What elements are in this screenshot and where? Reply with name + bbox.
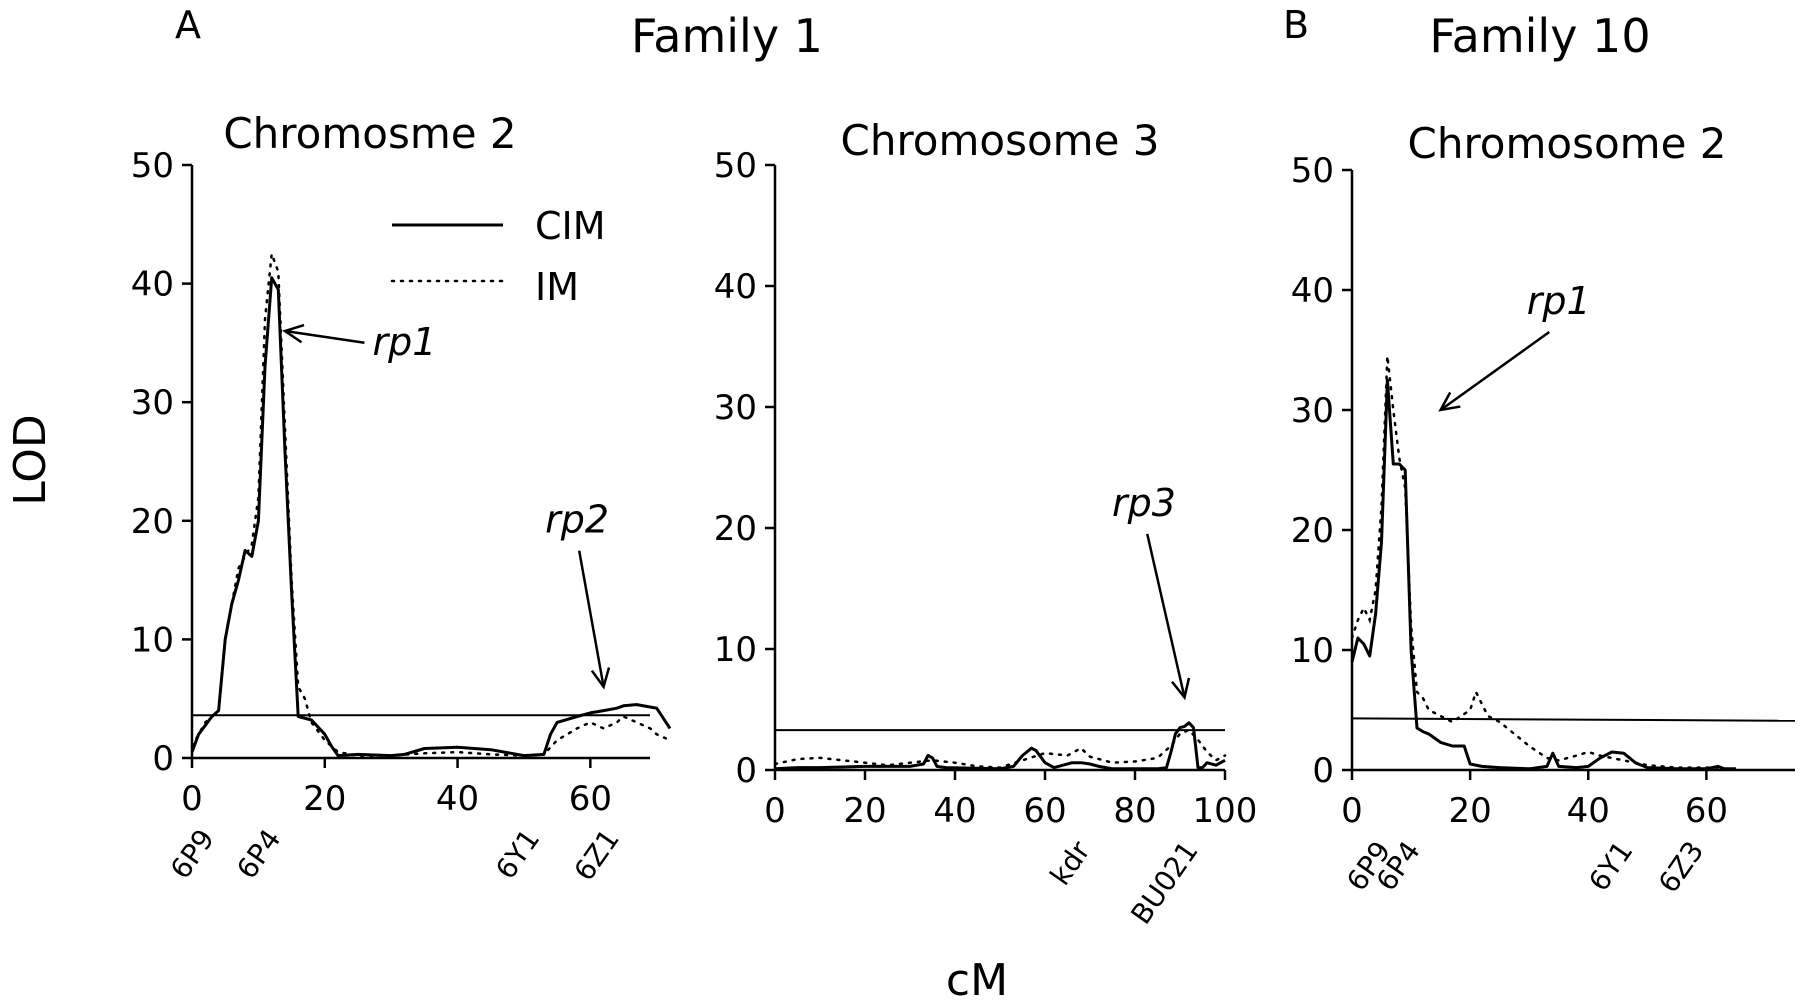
marker-label: 6Z3 bbox=[1652, 835, 1710, 899]
x-tick-label: 40 bbox=[1567, 791, 1610, 831]
cim-series-line bbox=[774, 721, 1226, 771]
x-tick-label: 20 bbox=[843, 791, 886, 831]
annotation-arrow-head bbox=[1171, 677, 1191, 701]
marker-label: kdr bbox=[1044, 835, 1097, 892]
x-tick-label: 100 bbox=[1193, 791, 1258, 831]
y-tick-label: 40 bbox=[714, 267, 757, 307]
panel-title: Chromosome 3 bbox=[841, 116, 1160, 165]
y-tick-label: 10 bbox=[131, 620, 174, 660]
annotation-arrow-head bbox=[282, 323, 305, 344]
y-tick-label: 0 bbox=[152, 739, 174, 779]
x-tick-label: 0 bbox=[1341, 791, 1363, 831]
lod-threshold-line bbox=[1351, 717, 1796, 722]
y-tick-label: 40 bbox=[131, 265, 174, 305]
panel-a-letter: A bbox=[175, 3, 201, 47]
x-tick-label: 40 bbox=[436, 779, 479, 819]
y-tick-label: 20 bbox=[131, 502, 174, 542]
annotation-arrow bbox=[1146, 533, 1186, 698]
y-tick-label: 0 bbox=[735, 751, 757, 791]
qtl-annotation-label: rp3 bbox=[1112, 481, 1176, 525]
y-tick-label: 0 bbox=[1312, 751, 1334, 791]
im-series-line bbox=[1350, 355, 1720, 769]
y-tick-label: 40 bbox=[1291, 271, 1334, 311]
y-tick-label: 10 bbox=[714, 630, 757, 670]
marker-label: 6P9 bbox=[164, 823, 221, 885]
annotation-arrow bbox=[1439, 330, 1551, 412]
chart-panel-family1-chr3: Chromosome 3 0 10 20 30 40 50 0 20 40 60 80 100 kdr BU… bbox=[714, 116, 1258, 930]
y-tick-label: 20 bbox=[714, 509, 757, 549]
im-series-line bbox=[190, 253, 672, 757]
x-tick-label: 0 bbox=[764, 791, 786, 831]
y-tick-label: 50 bbox=[131, 146, 174, 186]
x-tick-label: 60 bbox=[569, 779, 612, 819]
y-tick-label: 10 bbox=[1291, 631, 1334, 671]
x-tick-label: 60 bbox=[1685, 791, 1728, 831]
y-tick-label: 30 bbox=[1291, 391, 1334, 431]
x-tick-label: 0 bbox=[181, 779, 203, 819]
qtl-annotation-label: rp1 bbox=[372, 320, 436, 364]
marker-label: 6Y1 bbox=[1582, 835, 1639, 897]
marker-label: 6Z1 bbox=[568, 823, 626, 887]
annotation-arrow-head bbox=[590, 667, 611, 690]
x-tick-label: 40 bbox=[933, 791, 976, 831]
panel-b-letter: B bbox=[1283, 3, 1309, 47]
marker-label: 6Y1 bbox=[489, 823, 546, 885]
qtl-annotation-label: rp2 bbox=[545, 498, 609, 542]
im-series-line bbox=[773, 728, 1227, 769]
y-tick-label: 30 bbox=[131, 383, 174, 423]
y-tick-label: 50 bbox=[1291, 151, 1334, 191]
family-10-title: Family 10 bbox=[1429, 9, 1650, 63]
x-tick-label: 20 bbox=[303, 779, 346, 819]
panel-title: Chromosome 2 bbox=[1408, 119, 1727, 168]
legend-cim-label: CIM bbox=[535, 204, 606, 248]
y-tick-label: 20 bbox=[1291, 511, 1334, 551]
x-axis-title: cM bbox=[946, 955, 1008, 1006]
y-tick-label: 30 bbox=[714, 388, 757, 428]
family-1-title: Family 1 bbox=[631, 9, 823, 63]
annotation-arrow-head bbox=[1438, 391, 1461, 412]
y-axis-title: LOD bbox=[5, 414, 56, 505]
marker-label: BU021 bbox=[1124, 835, 1204, 930]
marker-label: 6P4 bbox=[230, 823, 287, 885]
x-tick-label: 60 bbox=[1023, 791, 1066, 831]
cim-series-line bbox=[190, 276, 672, 758]
annotation-arrow bbox=[284, 329, 365, 344]
y-tick-label: 50 bbox=[714, 146, 757, 186]
x-tick-label: 80 bbox=[1113, 791, 1156, 831]
panel-title: Chromosme 2 bbox=[223, 109, 516, 158]
qtl-annotation-label: rp1 bbox=[1527, 279, 1591, 323]
legend-im-label: IM bbox=[535, 265, 579, 309]
annotation-arrow bbox=[577, 550, 605, 688]
x-tick-label: 20 bbox=[1449, 791, 1492, 831]
